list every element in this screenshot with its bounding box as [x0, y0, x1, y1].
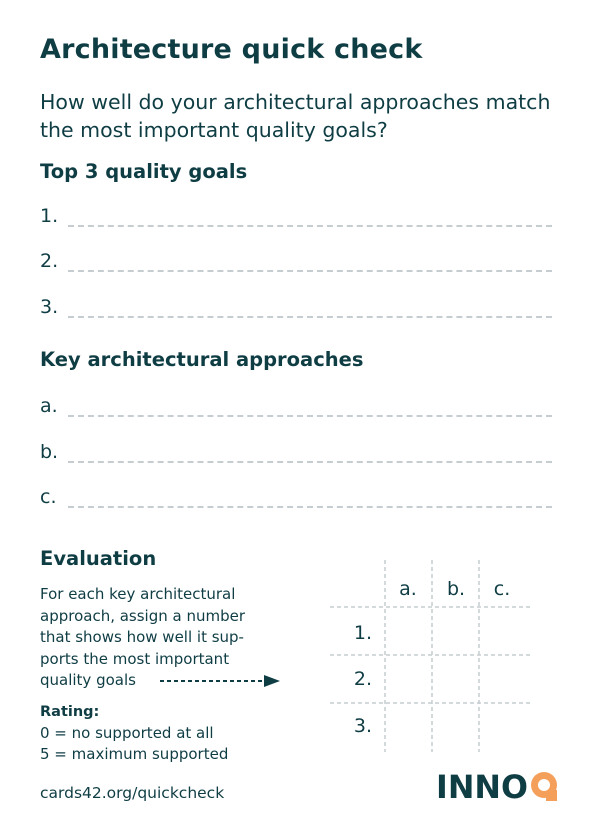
logo-accent-tail [546, 790, 557, 801]
quality-goal-line: 1. [40, 205, 552, 233]
grid-row-label: 3. [354, 715, 372, 737]
logo-text: INNO [436, 768, 528, 804]
instruction-line: quality goals [40, 671, 136, 689]
page-subtitle: How well do your architectural approache… [40, 90, 551, 142]
grid-column-label: c. [494, 578, 511, 600]
approach-letter: b. [40, 441, 59, 463]
quality-goal-number: 2. [40, 250, 59, 272]
approach-line: c. [40, 486, 552, 514]
rating-line: 5 = maximum supported [40, 745, 229, 763]
grid-row-label: 2. [354, 668, 372, 690]
quality-goal-line: 3. [40, 296, 552, 324]
writing-line [68, 461, 552, 463]
writing-line [68, 225, 552, 227]
writing-line [68, 415, 552, 417]
approach-letter: a. [40, 395, 58, 417]
evaluation-grid: a. b. c. 1. 2. 3. [330, 560, 530, 752]
instruction-line: approach, assign a number [40, 606, 246, 625]
approach-line: b. [40, 441, 552, 469]
footer-url: cards42.org/quickcheck [40, 784, 225, 802]
logo-accent-hole [538, 779, 550, 791]
instruction-line: For each key architectural [40, 585, 236, 603]
writing-line [68, 316, 552, 318]
quality-goal-number: 1. [40, 205, 59, 227]
quality-goals-heading: Top 3 quality goals [40, 160, 248, 183]
approach-line: a. [40, 395, 552, 423]
page-title: Architecture quick check [40, 34, 423, 65]
writing-line [68, 506, 552, 508]
grid-column-label: a. [399, 578, 417, 600]
rating-line: 0 = no supported at all [40, 724, 214, 742]
rating-label: Rating: [40, 704, 100, 720]
innoq-logo: INNO [436, 768, 557, 804]
approach-letter: c. [40, 486, 57, 508]
quality-goal-line: 2. [40, 250, 552, 278]
approaches-heading: Key architectural approaches [40, 348, 364, 371]
grid-column-label: b. [447, 578, 465, 600]
evaluation-instructions: For each key architectural approach, ass… [40, 584, 288, 692]
evaluation-heading: Evaluation [40, 547, 157, 570]
grid-row-label: 1. [354, 622, 372, 644]
instruction-line: that shows how well it sup- [40, 628, 244, 646]
instruction-line: ports the most important [40, 649, 230, 668]
dashed-arrow-icon [160, 675, 280, 687]
writing-line [68, 270, 552, 272]
quality-goal-number: 3. [40, 296, 59, 318]
